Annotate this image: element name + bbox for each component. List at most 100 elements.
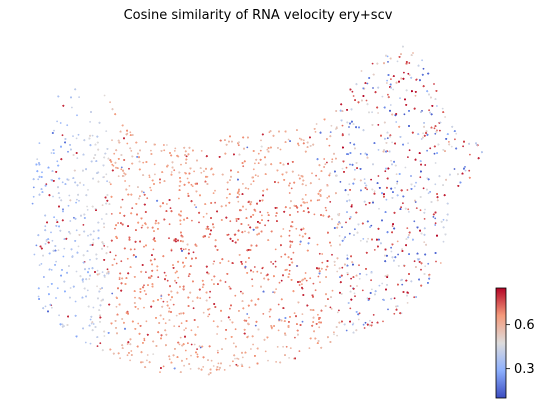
data-point [365, 273, 368, 276]
data-point [254, 324, 257, 327]
data-point [35, 244, 38, 247]
data-point [88, 278, 91, 280]
data-point [276, 346, 279, 348]
data-point [311, 172, 313, 175]
data-point [175, 314, 178, 317]
data-point [170, 249, 173, 252]
data-point [254, 174, 257, 177]
data-point [289, 244, 292, 247]
data-point [402, 202, 404, 205]
data-point [301, 283, 303, 286]
data-point [206, 175, 209, 178]
data-point [407, 156, 409, 159]
data-point [128, 185, 131, 187]
data-point [159, 181, 161, 184]
data-point [227, 260, 230, 263]
data-point [96, 345, 99, 347]
data-point [199, 346, 202, 349]
data-point [369, 319, 371, 322]
data-point [349, 142, 352, 144]
data-point [427, 262, 430, 265]
data-point [118, 276, 121, 279]
data-point [433, 127, 436, 130]
data-point [373, 249, 376, 251]
data-point [198, 345, 201, 347]
data-point [330, 244, 332, 247]
data-point [321, 261, 324, 264]
data-point [371, 321, 373, 324]
data-point [168, 223, 171, 226]
data-point [444, 116, 446, 118]
data-point [358, 312, 361, 315]
data-point [193, 204, 196, 206]
data-point [156, 269, 159, 272]
data-point [177, 276, 180, 279]
data-point [45, 183, 48, 186]
data-point [105, 173, 108, 176]
data-point [363, 327, 366, 329]
data-point [236, 357, 239, 360]
data-point [87, 189, 89, 191]
data-point [183, 329, 186, 331]
data-point [338, 309, 340, 312]
data-point [329, 131, 332, 134]
data-point [414, 94, 417, 97]
data-point [370, 224, 373, 227]
data-point [232, 342, 235, 345]
data-point [328, 144, 331, 147]
data-point [410, 175, 412, 177]
data-point [31, 202, 34, 205]
data-point [254, 162, 256, 165]
data-point [434, 222, 437, 225]
data-point [288, 269, 291, 272]
data-point [183, 364, 186, 367]
data-point [349, 163, 351, 166]
data-point [277, 329, 280, 332]
data-point [59, 122, 62, 124]
data-point [259, 149, 262, 152]
data-point [256, 270, 259, 273]
data-point [246, 313, 249, 315]
data-point [180, 163, 182, 166]
data-point [280, 255, 283, 258]
data-point [216, 333, 219, 335]
data-point [279, 148, 282, 151]
data-point [363, 178, 366, 181]
data-point [88, 267, 90, 270]
data-point [423, 218, 426, 220]
data-point [180, 322, 183, 325]
data-point [168, 237, 170, 240]
data-point [111, 163, 114, 166]
data-point [257, 152, 260, 155]
data-point [434, 217, 437, 220]
data-point [89, 121, 91, 123]
data-point [238, 193, 241, 196]
data-point [190, 329, 193, 332]
data-point [210, 359, 213, 362]
data-point [212, 365, 215, 367]
data-point [92, 242, 94, 245]
data-point [381, 95, 384, 98]
data-point [208, 307, 211, 310]
data-point [74, 300, 77, 303]
data-point [101, 204, 104, 207]
data-point [393, 312, 396, 315]
data-point [166, 279, 169, 282]
data-point [290, 187, 293, 190]
data-point [362, 323, 365, 326]
data-point [361, 289, 364, 292]
data-point [179, 336, 182, 339]
data-point [436, 105, 438, 107]
data-point [252, 271, 255, 273]
data-point [62, 255, 65, 258]
data-point [242, 183, 244, 185]
data-point [51, 239, 54, 242]
data-point [143, 306, 145, 309]
data-point [146, 197, 149, 200]
data-point [216, 349, 219, 352]
data-point [43, 276, 45, 278]
data-point [237, 200, 240, 203]
data-point [240, 290, 242, 293]
data-point [275, 215, 277, 217]
